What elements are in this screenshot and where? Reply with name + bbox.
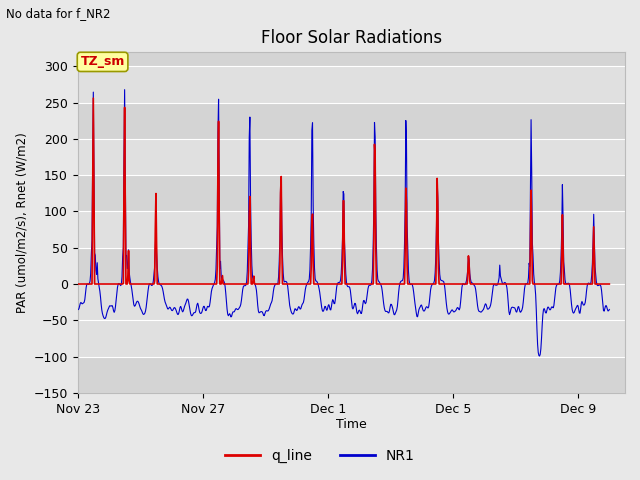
Bar — [77, 103, 625, 139]
q_line — [74, 281, 81, 287]
Y-axis label: PAR (umol/m2/s), Rnet (W/m2): PAR (umol/m2/s), Rnet (W/m2) — [15, 132, 28, 312]
Bar — [77, 175, 625, 211]
Legend: q_line, NR1: q_line, NR1 — [220, 443, 420, 468]
Title: Floor Solar Radiations: Floor Solar Radiations — [260, 29, 442, 48]
q_line — [182, 281, 190, 287]
NR1 — [135, 301, 143, 307]
Text: TZ_sm: TZ_sm — [81, 55, 125, 68]
X-axis label: Time: Time — [336, 419, 367, 432]
NR1 — [121, 87, 129, 93]
Line: q_line: q_line — [77, 98, 609, 284]
NR1 — [182, 300, 190, 306]
q_line — [146, 281, 154, 287]
Bar — [77, 30, 625, 66]
q_line — [605, 281, 613, 287]
NR1 — [350, 304, 358, 310]
Bar — [77, 357, 625, 393]
Text: No data for f_NR2: No data for f_NR2 — [6, 7, 111, 20]
Line: NR1: NR1 — [77, 90, 609, 356]
NR1 — [74, 307, 81, 312]
q_line — [90, 96, 97, 101]
NR1 — [146, 281, 154, 287]
NR1 — [605, 307, 613, 312]
q_line — [481, 281, 488, 287]
NR1 — [395, 289, 403, 295]
NR1 — [481, 302, 488, 308]
q_line — [395, 281, 403, 287]
q_line — [350, 281, 358, 287]
NR1 — [536, 353, 543, 359]
Bar — [77, 248, 625, 284]
q_line — [135, 281, 143, 287]
